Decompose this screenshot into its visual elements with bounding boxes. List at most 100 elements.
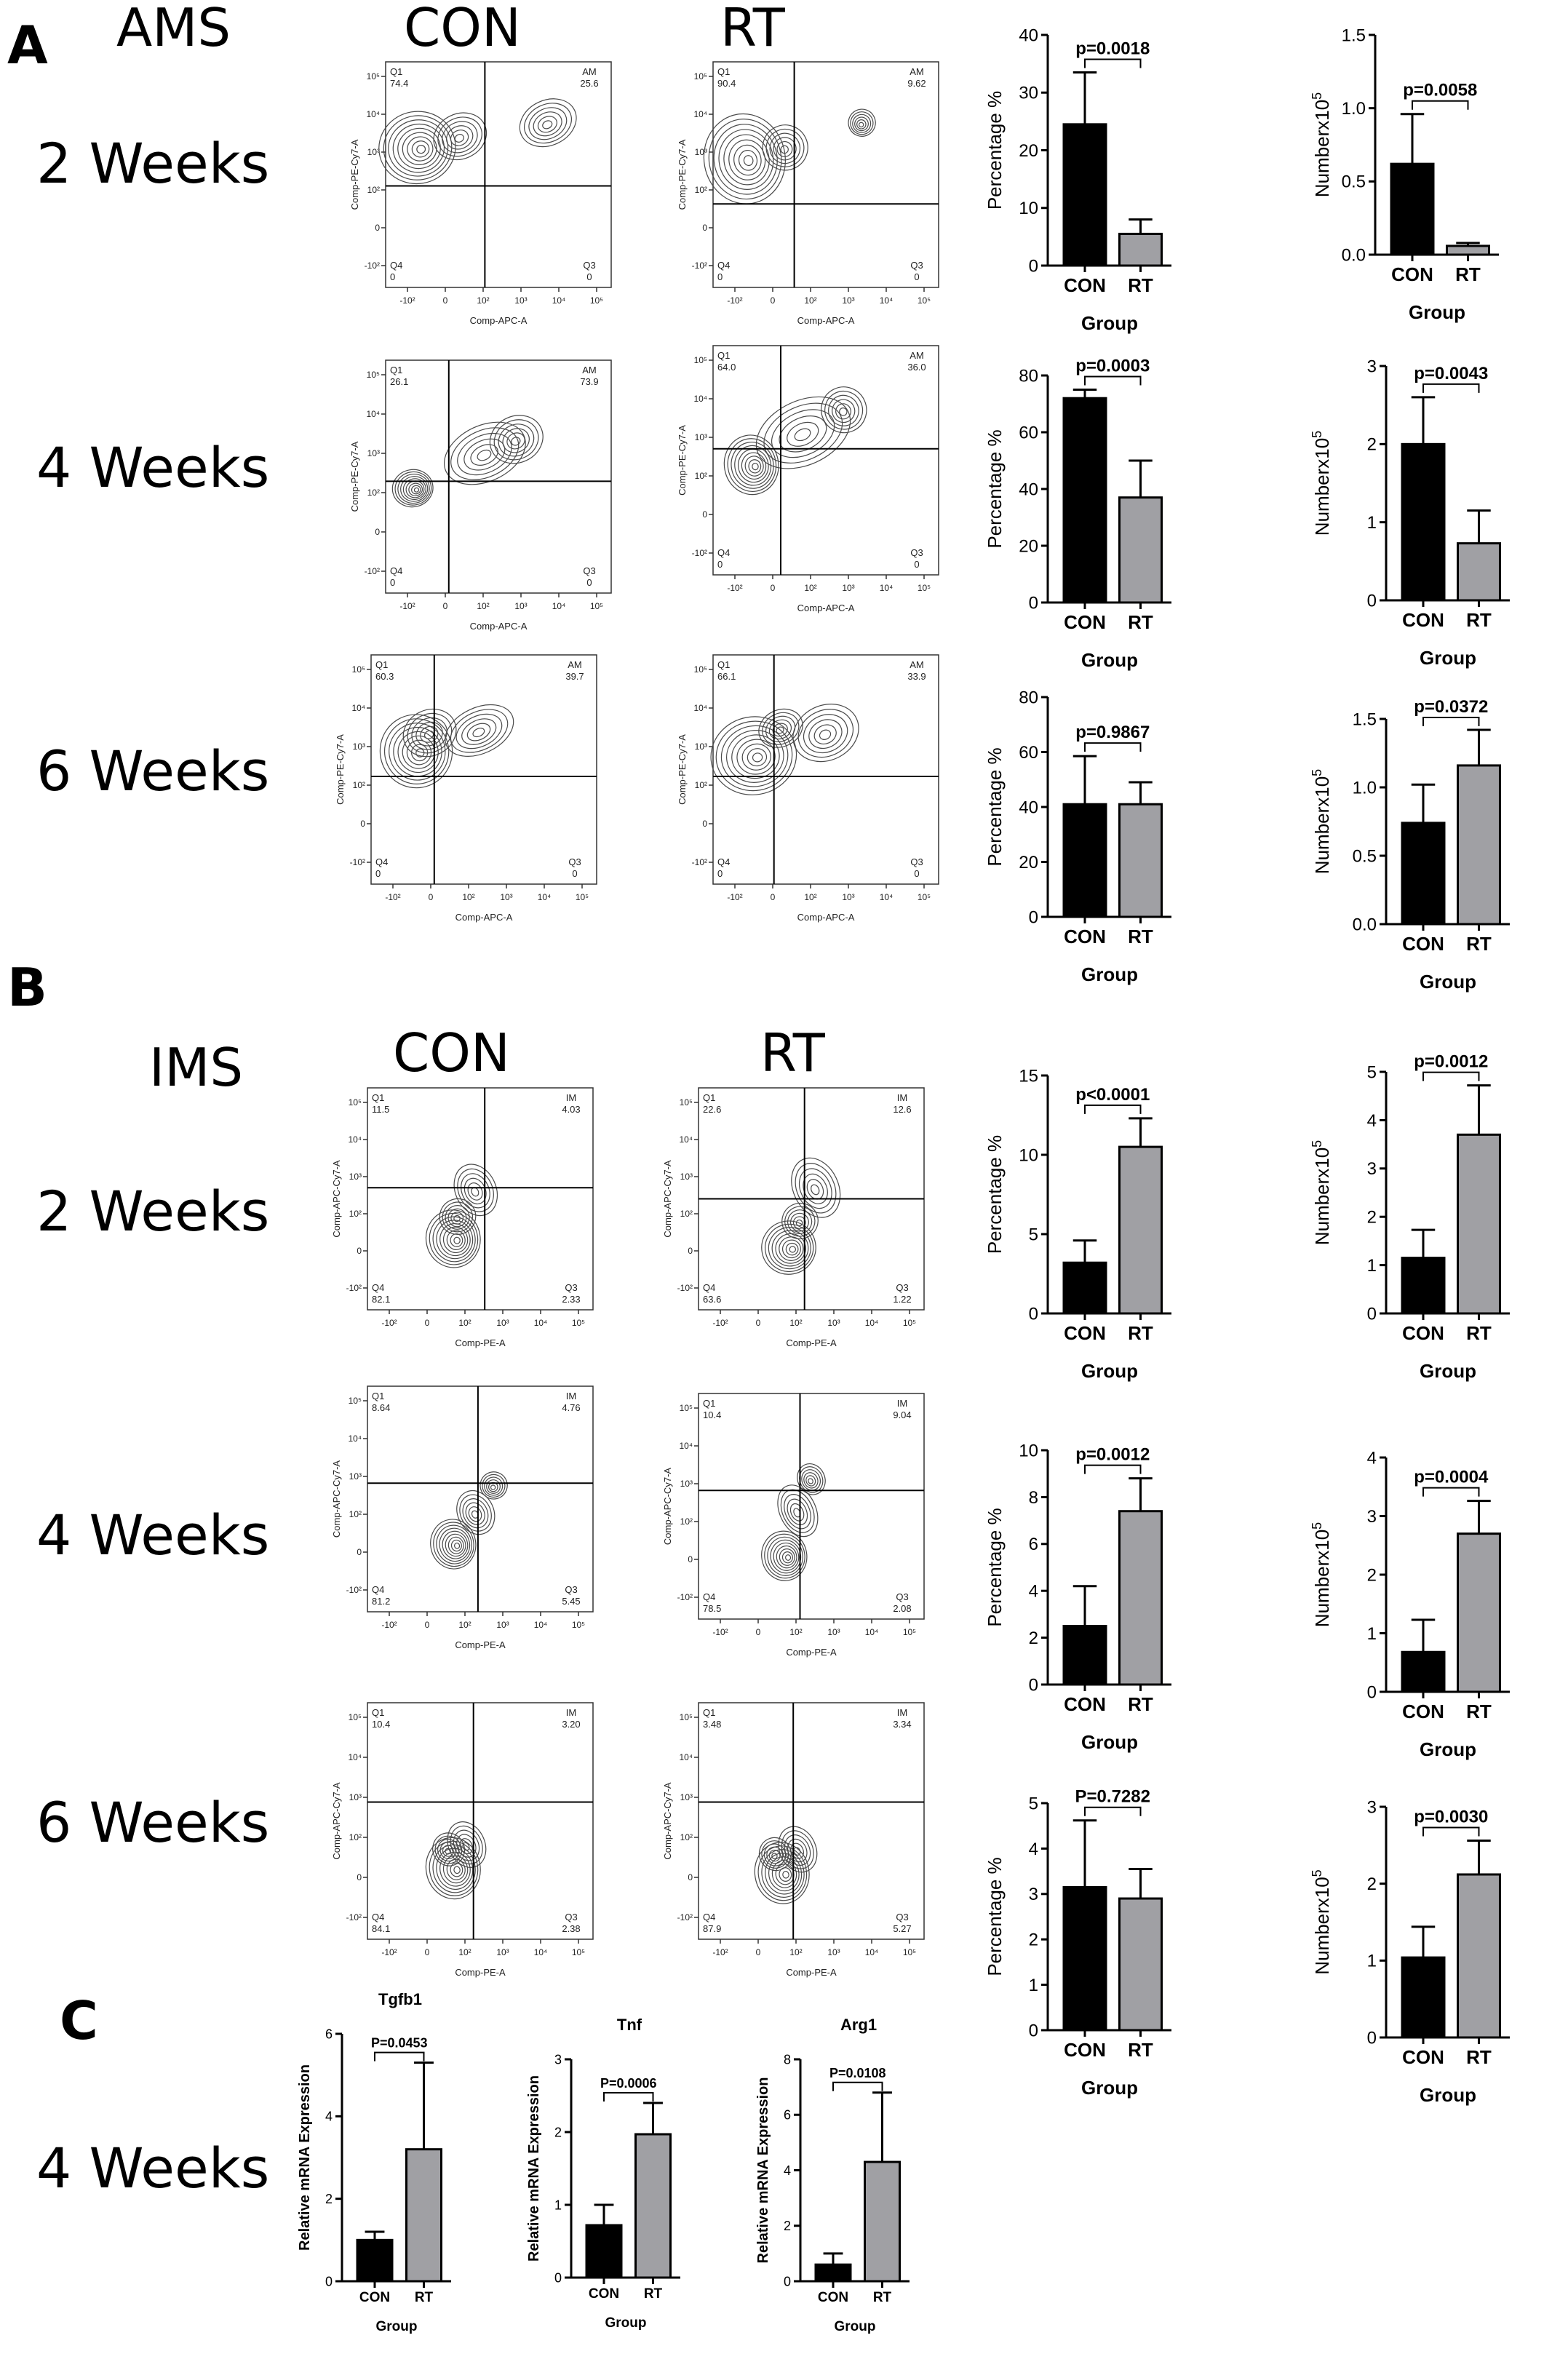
y-axis-label: Comp-APC-Cy7-A xyxy=(331,1782,342,1860)
contour-line xyxy=(741,743,771,771)
contour-line xyxy=(459,1494,492,1532)
quadrant-label-q3: Q3 xyxy=(896,1912,908,1922)
bar-chart-13: Tgfb1 0 2 4 6 CON RT P=0.0453 Relative mRNA Expr… xyxy=(297,1990,451,2334)
y-axis-label: Percentage % xyxy=(984,1135,1006,1254)
contour-line xyxy=(731,734,780,779)
y-tick-label: -10² xyxy=(692,857,707,867)
contour-line xyxy=(801,1469,821,1491)
contour-line xyxy=(755,396,851,469)
y-tick-label: 0.5 xyxy=(1353,846,1377,866)
x-tick-label: CON xyxy=(359,2290,390,2305)
contour-line xyxy=(766,1846,784,1864)
flow-plot-3: -10² -10² 0 0 10² 10² 10³ 10³ 10⁴ 10⁴ 10⁵ 10⁵ Comp-A… xyxy=(349,359,612,632)
contour-line xyxy=(752,752,763,763)
quadrant-label-q3: Q3 xyxy=(565,1584,577,1595)
y-tick-label: 4 xyxy=(784,2163,791,2178)
y-tick-label: 20 xyxy=(1019,853,1038,872)
y-tick-label: 10⁵ xyxy=(349,1396,362,1406)
contour-line xyxy=(832,399,856,424)
contour-line xyxy=(776,140,793,157)
flow-plot-6: -10² -10² 0 0 10² 10² 10³ 10³ 10⁴ 10⁴ 10⁵ 10⁵ Comp-A… xyxy=(677,654,939,923)
contour-line xyxy=(402,132,437,165)
x-tick-label: 10⁴ xyxy=(552,295,566,306)
plot-frame xyxy=(712,654,939,885)
x-tick-label: 10² xyxy=(789,1947,802,1957)
y-tick-label: -10² xyxy=(677,1283,693,1293)
x-tick-label: 10² xyxy=(477,295,489,306)
quadrant-label-q4: Q4 xyxy=(390,260,402,271)
y-tick-label: 10⁵ xyxy=(349,1712,362,1722)
contour-line xyxy=(379,714,453,789)
row-label-ims-2w: 2 Weeks xyxy=(36,1179,270,1244)
quadrant-label-q4: Q4 xyxy=(717,856,730,867)
y-axis-label: Comp-APC-Cy7-A xyxy=(662,1468,673,1546)
x-tick-label: 10² xyxy=(804,583,816,593)
contour-line xyxy=(785,1242,799,1256)
significance-bracket xyxy=(1084,375,1142,386)
quadrant-value-q3: 5.45 xyxy=(562,1596,580,1607)
contour-line xyxy=(779,1548,795,1566)
y-tick-label: 10⁴ xyxy=(693,109,707,119)
contour-line xyxy=(498,424,535,457)
x-tick-label: RT xyxy=(1128,1322,1153,1344)
quadrant-label-q3: Q3 xyxy=(568,856,581,867)
y-tick-label: 2 xyxy=(784,2219,791,2233)
contour-line xyxy=(789,1212,809,1232)
x-tick-label: CON xyxy=(1064,1693,1106,1715)
bar-con xyxy=(1062,803,1107,918)
contour-line xyxy=(429,1840,479,1896)
quadrant-value-q1: 74.4 xyxy=(390,78,408,89)
bar-rt xyxy=(1118,803,1163,918)
bar-rt xyxy=(1457,1532,1501,1693)
x-axis-label: Group xyxy=(1409,301,1465,323)
y-tick-label: 10⁵ xyxy=(694,71,707,81)
y-tick-label: 10³ xyxy=(695,147,707,157)
x-tick-label: 10³ xyxy=(842,892,854,902)
y-tick-label: -10² xyxy=(346,1283,362,1293)
x-tick-label: RT xyxy=(415,2290,434,2305)
y-tick-label: -10² xyxy=(677,1912,693,1922)
flow-plot-2: -10² -10² 0 0 10² 10² 10³ 10³ 10⁴ 10⁴ 10⁵ 10⁵ Comp-A… xyxy=(677,61,939,326)
quadrant-value-q1: 10.4 xyxy=(703,1409,721,1420)
y-tick-label: 3 xyxy=(554,2052,562,2067)
y-tick-label: 0 xyxy=(375,223,380,233)
p-value-label: p=0.0018 xyxy=(1075,39,1150,59)
contour-line xyxy=(763,1843,787,1866)
p-value-label: p=0.0012 xyxy=(1414,1052,1488,1072)
x-tick-label: 10³ xyxy=(827,1947,840,1957)
x-tick-label: CON xyxy=(589,2286,619,2302)
bar-con xyxy=(1401,1650,1446,1693)
bar-rt xyxy=(1446,244,1490,256)
flow-plot-8: -10² -10² 0 0 10² 10² 10³ 10³ 10⁴ 10⁴ 10⁵ 10⁵ Comp-P… xyxy=(662,1087,925,1348)
y-axis-label: Relative mRNA Expression xyxy=(297,2064,313,2251)
y-tick-label: 4 xyxy=(325,2110,333,2124)
p-value-label: p=0.0004 xyxy=(1414,1468,1489,1487)
y-axis-label: Relative mRNA Expression xyxy=(526,2075,542,2262)
contour-line xyxy=(763,402,843,464)
contour-line xyxy=(839,407,848,416)
significance-bracket xyxy=(832,2081,883,2091)
y-axis-label: Comp-APC-Cy7-A xyxy=(662,1160,673,1238)
quadrant-value-q3: 0 xyxy=(914,559,919,570)
contour-line xyxy=(767,1536,803,1576)
x-tick-label: 10⁵ xyxy=(572,1947,585,1957)
quadrant-label-q4: Q4 xyxy=(375,856,388,867)
contour-line xyxy=(437,1838,460,1862)
y-tick-label: 10⁵ xyxy=(694,355,707,365)
quadrant-value-upper-right: 12.6 xyxy=(893,1104,911,1115)
x-tick-label: 10³ xyxy=(514,295,527,306)
bar-con xyxy=(1062,123,1107,267)
x-tick-label: 10⁴ xyxy=(865,1627,879,1637)
x-axis-label: Group xyxy=(1420,971,1476,993)
contour-line xyxy=(773,137,797,161)
quadrant-label-q1: Q1 xyxy=(372,1092,384,1103)
con-header-ams: CON xyxy=(404,0,521,58)
quadrant-value-q1: 60.3 xyxy=(375,671,394,682)
contour-line xyxy=(445,704,514,757)
significance-bracket xyxy=(1084,1806,1142,1816)
contour-line xyxy=(455,713,503,749)
bar-chart-2: 0.0 0.5 1.0 1.5 CON RT p=0.0058 Numberx105 Group xyxy=(1310,25,1499,323)
y-tick-label: 10 xyxy=(1019,1441,1038,1460)
x-axis-label: Group xyxy=(1420,2084,1476,2106)
